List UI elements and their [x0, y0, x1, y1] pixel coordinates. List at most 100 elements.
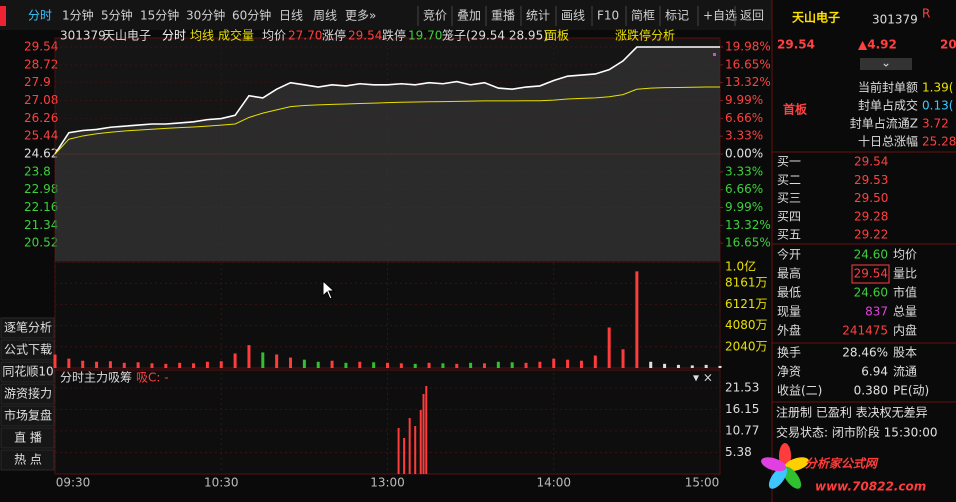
- tool-button[interactable]: 竞价: [423, 9, 447, 23]
- volume-tick-label: 4080万: [725, 318, 768, 332]
- volume-bar: [510, 362, 514, 368]
- volume-bar: [164, 363, 168, 368]
- volume-tick-label: 6121万: [725, 297, 768, 311]
- side-button[interactable]: 同花顺10: [2, 364, 53, 379]
- tab[interactable]: 1分钟: [62, 8, 94, 23]
- tab[interactable]: 30分钟: [186, 8, 225, 23]
- side-button[interactable]: 逐笔分析: [4, 320, 52, 335]
- stat-label: 最高: [777, 266, 801, 281]
- bid-label: 买三: [777, 191, 801, 205]
- tab[interactable]: 60分钟: [232, 8, 271, 23]
- y2-tick-label: 13.32%: [725, 75, 771, 89]
- seal-label: 封单占成交: [858, 98, 918, 113]
- side-button-bg: [0, 339, 55, 361]
- side-button[interactable]: 直 播: [14, 431, 42, 445]
- indicator-controls[interactable]: ▾ ×: [693, 371, 713, 385]
- bid-price: 29.22: [854, 228, 888, 242]
- volume-bar: [621, 349, 625, 368]
- chart-header-avg: 27.70: [288, 29, 322, 43]
- tool-button[interactable]: 统计: [526, 9, 550, 23]
- volume-bar: [122, 362, 126, 368]
- volume-bar: [205, 361, 209, 368]
- side-button[interactable]: 市场复盘: [4, 408, 52, 423]
- bid-label: 买四: [777, 209, 801, 223]
- tool-button[interactable]: 返回: [740, 9, 764, 23]
- volume-bar: [496, 361, 500, 368]
- x-tick-label: 15:00: [685, 476, 720, 490]
- stat-value: 6.94: [861, 365, 888, 379]
- tab[interactable]: 5分钟: [101, 8, 133, 23]
- bid-label: 买五: [777, 228, 801, 242]
- indicator-bar: [422, 394, 425, 474]
- y-tick-label: 23.8: [24, 164, 51, 178]
- y-tick-label: 28.72: [24, 57, 58, 71]
- high-box: [851, 264, 890, 284]
- y-tick-label: 24.62: [24, 147, 58, 161]
- stat-label: 净资: [777, 365, 801, 379]
- y2-tick-label: 13.32%: [725, 218, 771, 232]
- logo-petal: [783, 457, 809, 472]
- tool-button[interactable]: 标记: [665, 9, 689, 23]
- seal-value: 25.28: [922, 135, 956, 149]
- tool-button[interactable]: 重播: [491, 9, 515, 23]
- tab[interactable]: 更多»: [345, 9, 376, 23]
- bid-price: 29.53: [854, 173, 888, 187]
- y2-tick-label: 9.99%: [725, 200, 763, 214]
- volume-bar: [178, 362, 182, 368]
- tool-button[interactable]: +自选: [703, 9, 737, 23]
- volume-bar: [67, 358, 71, 368]
- badge: R: [922, 7, 930, 21]
- side-button-bg: [0, 427, 55, 449]
- tool-button[interactable]: 简框: [631, 9, 655, 23]
- tool-button[interactable]: F10: [597, 9, 619, 23]
- side-button[interactable]: 游资接力: [4, 386, 52, 401]
- chart-header-limit_up_label: 涨停: [322, 28, 346, 43]
- y2-tick-label: 3.33%: [725, 164, 763, 178]
- chart-header-analysis: 涨跌停分析: [615, 28, 675, 43]
- stat-label: 外盘: [777, 323, 801, 338]
- logo-petal: [768, 466, 787, 489]
- tab[interactable]: 15分钟: [140, 8, 179, 23]
- logo-petal: [761, 457, 787, 472]
- side-button-bg: [0, 361, 55, 383]
- seal-value: 1.39(: [922, 81, 953, 95]
- volume-bar: [108, 361, 112, 368]
- side-button[interactable]: 热 点: [14, 453, 42, 467]
- volume-bar: [524, 362, 528, 368]
- tool-button[interactable]: 叠加: [457, 9, 481, 23]
- volume-bar: [552, 358, 556, 368]
- indicator-pane: [54, 369, 721, 475]
- x-tick-label: 09:30: [56, 476, 91, 490]
- stat-label2: 流通: [893, 365, 917, 379]
- expand[interactable]: ⌄: [881, 56, 891, 70]
- volume-tick-label: 8161万: [725, 276, 768, 290]
- side-button[interactable]: 公式下载: [4, 343, 52, 357]
- stat-value: 28.46%: [842, 346, 888, 360]
- volume-bar: [635, 271, 639, 368]
- volume-bar: [663, 363, 667, 368]
- chart-item[interactable]: 成交量: [218, 28, 254, 43]
- volume-bar: [704, 364, 708, 368]
- chart-header-avg_label: 均价: [262, 29, 286, 43]
- volume-bar: [676, 364, 680, 368]
- tool-button[interactable]: 画线: [561, 9, 585, 23]
- logo-petal: [783, 466, 802, 489]
- volume-bar: [289, 357, 293, 368]
- volume-bar: [579, 360, 583, 368]
- tab[interactable]: 分时: [28, 9, 52, 23]
- price-line: [54, 46, 720, 155]
- seal-label: 封单占流通Z: [850, 116, 918, 131]
- chart-header-panel: 面板: [545, 29, 569, 43]
- y-tick-label: 27.08: [24, 93, 58, 107]
- indicator-bar: [419, 410, 422, 474]
- tab[interactable]: 周线: [313, 9, 337, 23]
- y-tick-label: 22.98: [24, 182, 58, 196]
- y2-tick-label: 6.66%: [725, 182, 763, 196]
- volume-bar: [53, 354, 57, 368]
- y2-tick-label: 16.65%: [725, 57, 771, 71]
- tab[interactable]: 日线: [279, 9, 303, 23]
- volume-bar: [302, 359, 306, 368]
- chart-item[interactable]: 均线: [190, 29, 214, 43]
- volume-bar: [81, 360, 85, 368]
- chart-item[interactable]: 分时: [162, 29, 186, 43]
